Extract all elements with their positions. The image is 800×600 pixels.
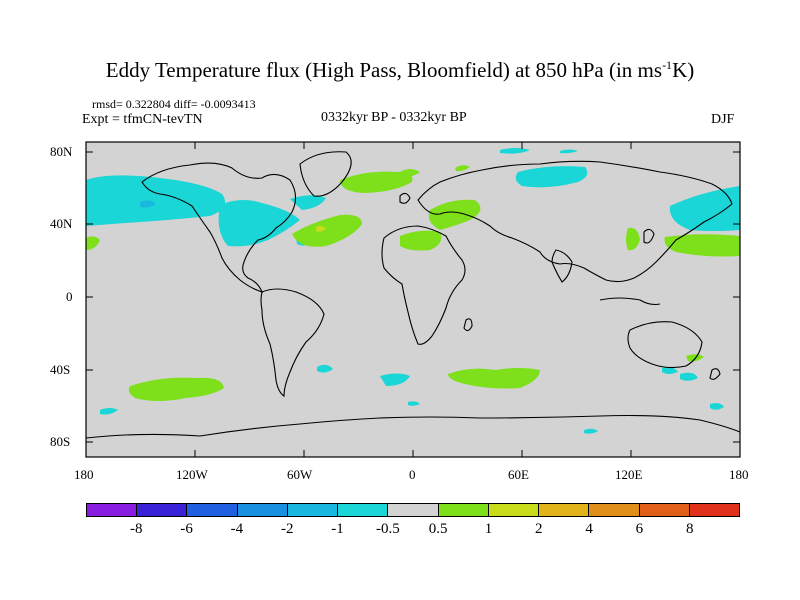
madagascar-coastline	[463, 318, 473, 332]
positive-region	[292, 214, 362, 247]
colorbar-swatch	[187, 504, 238, 516]
y-tick-marks	[86, 151, 740, 443]
colorbar-swatch	[539, 504, 590, 516]
negative-region	[662, 367, 678, 374]
positive-region	[340, 171, 413, 193]
title-main: Eddy Temperature flux (High Pass, Bloomf…	[105, 58, 663, 82]
y-tick-label: 40S	[50, 362, 71, 377]
colorbar-label: 2	[535, 521, 543, 537]
colorbar-swatch	[237, 504, 288, 516]
antarctica-coastline	[85, 414, 741, 439]
indonesia-coastline	[599, 297, 661, 306]
colorbar-label: 0.5	[428, 521, 448, 537]
season-label: DJF	[711, 112, 735, 127]
chart-title: Eddy Temperature flux (High Pass, Bloomf…	[0, 58, 800, 83]
positive-region	[128, 377, 224, 401]
negative-region	[86, 175, 226, 226]
colorbar-swatch	[589, 504, 640, 516]
colorbar-swatch	[87, 504, 138, 516]
colorbar-label: -0.5	[375, 521, 400, 537]
south-america-coastline	[260, 288, 325, 398]
colorbar-label: 6	[635, 521, 644, 537]
australia-coastline	[627, 321, 703, 369]
stats-text: rmsd= 0.322804 diff= -0.0093413	[92, 97, 256, 111]
colorbar-swatch	[287, 504, 339, 516]
greenland-coastline	[299, 151, 352, 197]
colorbar-swatch	[338, 504, 389, 516]
colorbar-label: -2	[280, 521, 294, 537]
x-tick-label: 60E	[508, 467, 529, 482]
colorbar-swatch	[438, 504, 489, 516]
y-tick-label: 80S	[50, 434, 71, 449]
uk-coastline	[399, 192, 411, 204]
negative-region	[408, 401, 420, 406]
colorbar-label: -6	[180, 521, 193, 537]
x-tick-label: 180	[729, 467, 749, 482]
y-tick-label: 40N	[50, 216, 73, 231]
colorbar-label: -4	[230, 521, 244, 537]
positive-region	[455, 165, 470, 172]
africa-coastline	[381, 225, 466, 345]
positive-region	[428, 199, 481, 230]
x-tick-label: 120W	[176, 467, 208, 482]
negative-region	[290, 195, 326, 210]
positive-region	[664, 234, 740, 257]
colorbar-label: 4	[585, 521, 593, 537]
colorbar-swatch	[639, 504, 690, 516]
negative-region	[218, 199, 300, 247]
india-coastline	[551, 249, 573, 283]
strong-positive-patch	[316, 225, 326, 232]
colorbar-swatch	[689, 504, 740, 516]
negative-region	[560, 149, 578, 154]
colorbar-label: 8	[685, 521, 694, 537]
negative-anomaly-regions	[86, 148, 740, 434]
positive-anomaly-regions	[86, 165, 740, 401]
negative-region	[680, 372, 698, 381]
positive-region	[86, 236, 100, 250]
period-label: 0332kyr BP - 0332kyr BP	[321, 110, 467, 125]
positive-region	[400, 169, 420, 178]
japan-coastline	[643, 228, 655, 244]
negative-region	[100, 408, 118, 415]
positive-region	[400, 230, 442, 251]
negative-region	[515, 166, 588, 188]
coastlines	[85, 151, 741, 439]
x-tick-marks	[85, 142, 741, 457]
title-superscript: -1	[662, 58, 673, 72]
x-tick-label: 0	[409, 467, 416, 482]
experiment-label: Expt = tfmCN-tevTN	[82, 112, 203, 127]
colorbar-swatch	[488, 504, 540, 516]
eurasia-coastline	[417, 160, 733, 283]
north-america-coastline	[141, 162, 297, 293]
colorbar-label: -8	[130, 521, 143, 537]
x-tick-label: 180	[74, 467, 94, 482]
colorbar-swatch	[388, 504, 439, 516]
new-zealand-coastline	[709, 368, 721, 380]
colorbar-label: -1	[331, 521, 344, 537]
x-tick-label: 60W	[287, 467, 313, 482]
y-tick-label: 80N	[50, 144, 73, 159]
negative-region	[500, 148, 530, 154]
negative-region	[669, 186, 740, 231]
colorbar-swatch	[137, 504, 188, 516]
colorbar-label: 1	[484, 521, 493, 537]
x-tick-label: 120E	[615, 467, 643, 482]
title-tail: K)	[672, 58, 695, 82]
negative-region	[317, 364, 333, 373]
negative-region	[380, 373, 410, 386]
colorbar	[86, 503, 740, 517]
y-tick-label: 0	[66, 289, 73, 304]
positive-region	[448, 368, 540, 389]
negative-region	[584, 428, 598, 434]
strong-negative-patch	[140, 200, 156, 208]
positive-region	[626, 227, 640, 251]
negative-region	[710, 403, 724, 410]
